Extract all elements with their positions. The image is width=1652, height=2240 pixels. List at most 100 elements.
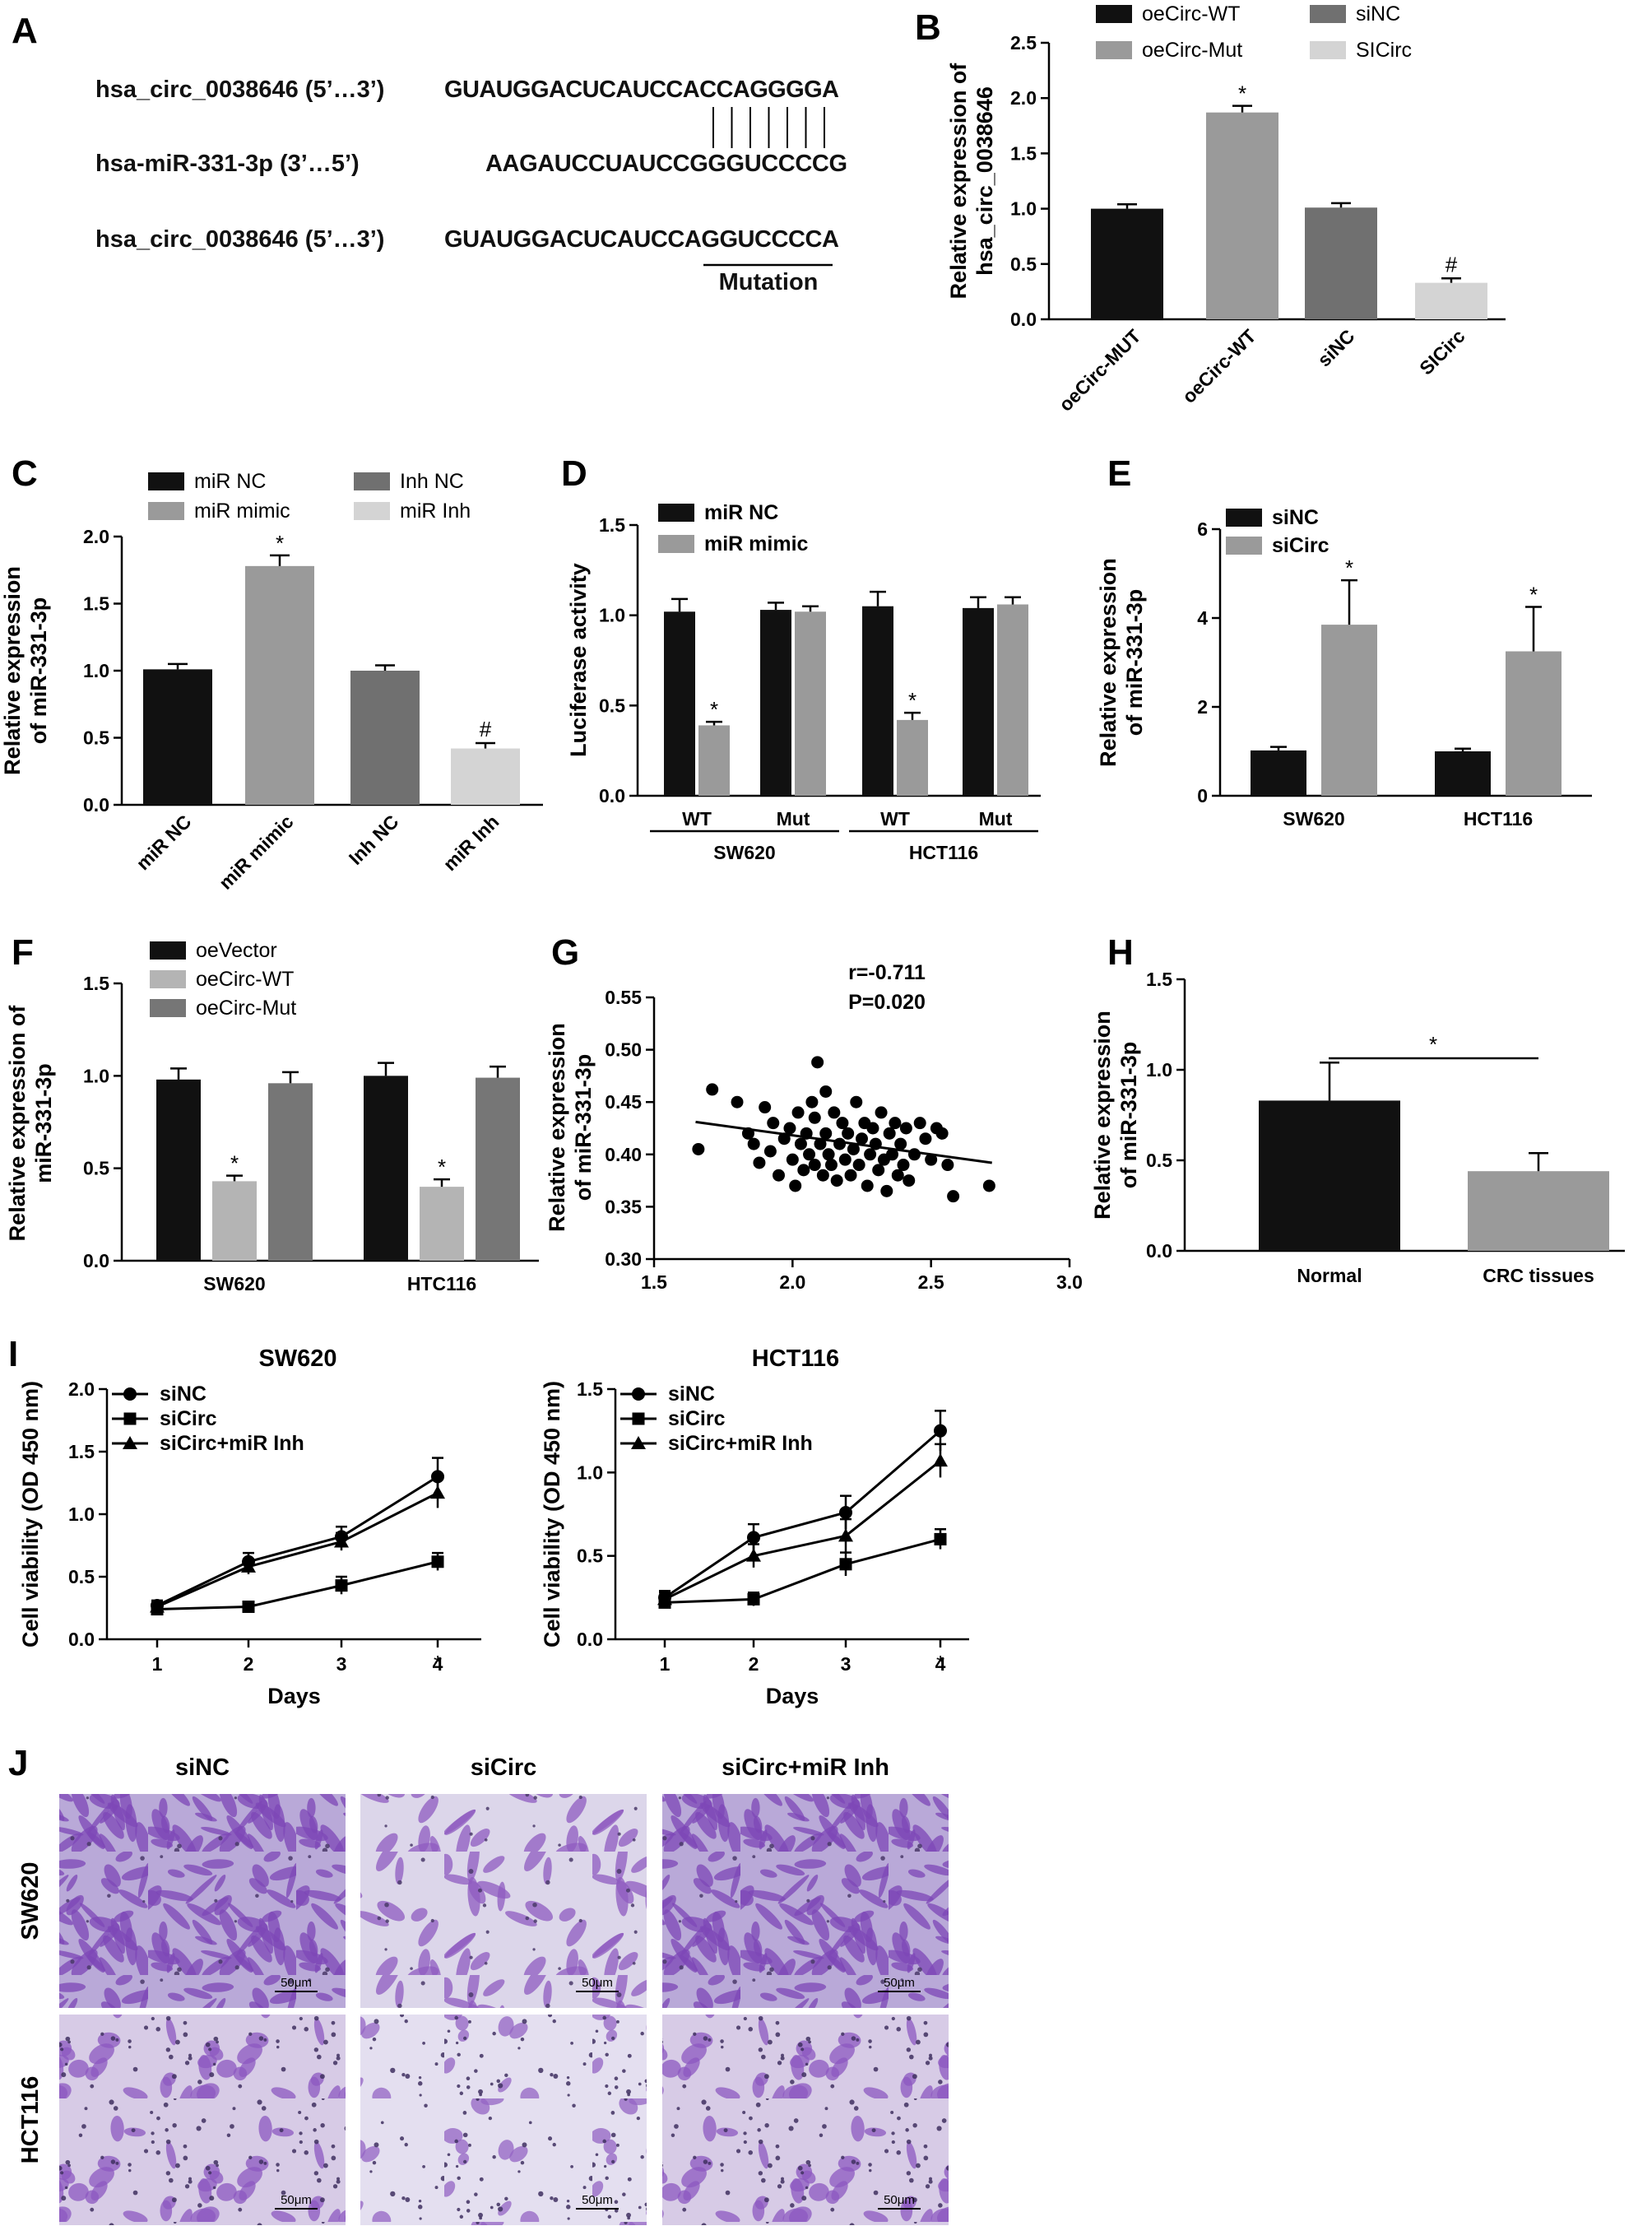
scatter-point-G	[759, 1101, 772, 1114]
scatter-point-G	[935, 1127, 949, 1140]
legend-label-I2: siCirc	[668, 1407, 726, 1430]
scatter-point-G	[763, 1145, 777, 1158]
sequence: GUAUGGACUCAUCCAGGUCCCCA	[444, 226, 839, 253]
y-tick-label-B: 2.0	[1010, 87, 1037, 109]
series-line-I2	[664, 1429, 941, 1599]
y-axis-label-G: Relative expression	[545, 1023, 569, 1232]
bar-F	[212, 1181, 257, 1261]
scatter-point-G	[805, 1095, 819, 1108]
legend-label-B: SICirc	[1356, 39, 1412, 62]
x-tick-label-B: SICirc	[1415, 325, 1469, 379]
series-line-I	[156, 1560, 439, 1611]
chart-title-I2: HCT116	[752, 1345, 839, 1372]
y-tick-label-I2: 1.5	[577, 1378, 603, 1400]
marker-triangle-I	[150, 1599, 165, 1613]
scatter-point-G	[808, 1159, 821, 1172]
bar-F	[420, 1187, 464, 1261]
y-tick-label-I2: 0.0	[577, 1629, 603, 1650]
legend-label-E: siCirc	[1272, 534, 1329, 557]
scatter-point-G	[875, 1106, 888, 1119]
y-tick-label-H: 0.5	[1146, 1150, 1172, 1171]
bar-E	[1506, 651, 1562, 796]
scatter-point-G	[706, 1083, 719, 1096]
x-tick-label-C: miR mimic	[215, 811, 298, 894]
marker-triangle-I	[123, 1436, 137, 1449]
scatter-point-G	[852, 1159, 865, 1172]
micrograph-image	[662, 1794, 949, 2008]
y-tick-label-F: 1.0	[83, 1065, 109, 1086]
marker-square-I	[431, 1555, 444, 1568]
marker-triangle-I	[430, 1485, 445, 1499]
scatter-point-G	[822, 1148, 835, 1161]
legend-swatch-B	[1310, 5, 1346, 23]
x-tick-label-G: 3.0	[1056, 1271, 1083, 1293]
bar-D	[795, 611, 826, 796]
micrograph-image	[360, 1794, 647, 2008]
significance-mark-B: #	[1446, 252, 1458, 277]
legend-label-F: oeVector	[196, 939, 277, 962]
legend-label-I2: siCirc+miR Inh	[668, 1432, 813, 1455]
bar-D	[760, 610, 791, 796]
bar-D	[698, 725, 730, 796]
x-tick-label-C: Inh NC	[345, 811, 403, 869]
x-tick-label-G: 2.5	[918, 1271, 944, 1293]
y-tick-label-D: 0.0	[599, 785, 625, 806]
group-label-D: HCT116	[909, 842, 978, 863]
significance-mark-D: *	[710, 697, 718, 722]
legend-label-I: siCirc	[160, 1407, 217, 1430]
scale-bar-label: 50μm	[884, 2193, 915, 2207]
bar-E	[1321, 625, 1377, 796]
micrograph-row-label: SW620	[17, 1861, 44, 1940]
scale-bar-label: 50μm	[281, 2193, 312, 2207]
y-tick-label-I2: 0.5	[577, 1545, 603, 1567]
y-tick-label-G: 0.30	[605, 1248, 642, 1270]
scale-bar-label: 50μm	[281, 1976, 312, 1990]
significance-mark-C: #	[480, 717, 492, 741]
scatter-point-G	[838, 1153, 852, 1166]
scale-bar-label: 50μm	[582, 1976, 613, 1990]
legend-swatch-F	[150, 941, 186, 960]
scatter-point-G	[824, 1159, 838, 1172]
x-tick-label-G: 2.0	[779, 1271, 805, 1293]
y-tick-label-I: 2.0	[68, 1378, 95, 1400]
scatter-point-G	[811, 1056, 824, 1069]
scatter-point-G	[803, 1148, 816, 1161]
scatter-point-G	[808, 1111, 821, 1124]
significance-mark-D: *	[908, 688, 916, 713]
panel-label-D: D	[561, 453, 587, 494]
scatter-point-G	[797, 1164, 810, 1177]
x-tick-label-G: 1.5	[641, 1271, 667, 1293]
y-axis-label-E: of miR-331-3p	[1122, 589, 1147, 737]
y-tick-label-F: 1.5	[83, 973, 109, 994]
marker-triangle-I2	[657, 1592, 672, 1606]
bar-C	[143, 669, 212, 805]
scatter-point-G	[872, 1164, 885, 1177]
panel-label-J: J	[8, 1743, 28, 1783]
y-tick-label-B: 1.5	[1010, 142, 1037, 164]
y-tick-label-I: 0.5	[68, 1566, 95, 1587]
marker-triangle-I2	[838, 1528, 853, 1542]
scatter-point-G	[880, 1184, 893, 1197]
scatter-point-G	[883, 1127, 896, 1140]
legend-label-B: oeCirc-WT	[1142, 2, 1240, 26]
marker-triangle-I	[334, 1534, 349, 1548]
x-tick-label-I2: 1	[660, 1653, 671, 1675]
x-tick-label-I: 2	[244, 1653, 254, 1675]
sequence: GUAUGGACUCAUCCACCAGGGGA	[444, 77, 839, 103]
y-tick-label-F: 0.5	[83, 1158, 109, 1179]
y-tick-label-C: 0.5	[83, 727, 109, 749]
bar-C	[451, 748, 520, 805]
y-tick-label-C: 1.0	[83, 660, 109, 681]
y-tick-label-G: 0.55	[605, 987, 642, 1008]
legend-label-D: miR NC	[704, 501, 778, 524]
y-tick-label-E: 0	[1197, 785, 1208, 806]
series-line-I	[156, 1491, 439, 1608]
scatter-point-G	[847, 1142, 860, 1155]
y-axis-label-F: Relative expression of	[5, 1005, 30, 1242]
legend-swatch-E	[1226, 509, 1262, 527]
x-tick-label-D: Mut	[979, 808, 1013, 830]
y-axis-label-C: Relative expression	[0, 566, 25, 775]
x-tick-label-E: HCT116	[1464, 808, 1533, 830]
bar-D	[997, 604, 1028, 796]
